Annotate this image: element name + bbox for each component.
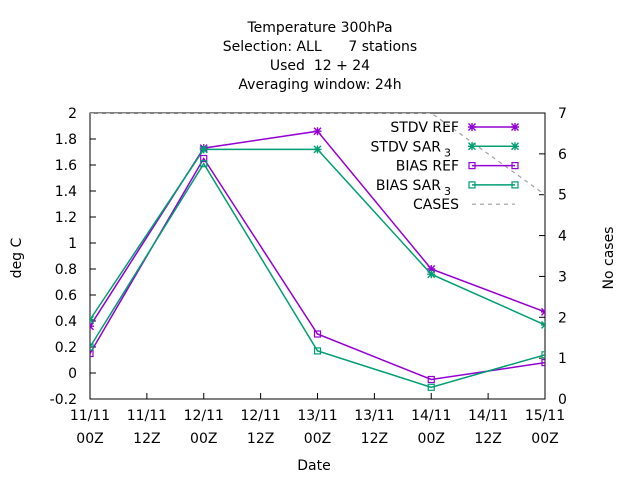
x-tick-label-date: 13/11: [297, 408, 337, 424]
data-point-bias-sar-3: [90, 343, 94, 351]
x-tick-label-hour: 00Z: [76, 431, 103, 447]
x-tick-label-hour: 12Z: [247, 431, 274, 447]
legend-label-bias-sar-3: BIAS SAR 3: [376, 178, 451, 198]
data-point-stdv-ref: [427, 265, 436, 273]
x-tick-label-date: 12/11: [184, 408, 224, 424]
x-tick-label-date: 14/11: [468, 408, 508, 424]
y-tick-label: 1.8: [55, 132, 77, 148]
x-tick-label-hour: 00Z: [304, 431, 331, 447]
y-tick-label: 2: [68, 106, 77, 122]
series-line-cases: [90, 113, 545, 196]
data-point-stdv-sar-3: [313, 145, 322, 154]
y2-tick-label: 1: [558, 351, 567, 367]
y-tick-label: 0.8: [55, 262, 77, 278]
data-point-stdv-ref: [313, 127, 322, 136]
x-tick-label-date: 13/11: [354, 408, 394, 424]
title-line: Averaging window: 24h: [238, 77, 401, 93]
y2-tick-label: 3: [558, 269, 567, 285]
y-tick-label: 1.4: [55, 184, 77, 200]
x-tick-label-date: 14/11: [411, 408, 451, 424]
legend-marker-bias-ref: [511, 162, 519, 170]
y-tick-label: 0.2: [55, 340, 77, 356]
y-tick-label: 1.2: [55, 210, 77, 226]
data-point-stdv-ref: [541, 307, 545, 316]
y2-tick-label: 2: [558, 310, 567, 326]
series-line-bias-sar-3: [90, 162, 545, 389]
x-tick-label-hour: 00Z: [418, 431, 445, 447]
series-line-stdv-ref: [90, 130, 545, 327]
data-point-bias-sar-3: [200, 160, 208, 168]
legend-label-bias-ref: BIAS REF: [396, 159, 459, 175]
y2-tick-label: 0: [558, 392, 567, 408]
legend-marker-bias-sar-3: [511, 181, 519, 189]
x-tick-label-hour: 12Z: [474, 431, 501, 447]
y-tick-label: 1.6: [55, 158, 77, 174]
x-tick-label-date: 15/11: [525, 408, 565, 424]
legend-marker-bias-ref: [468, 162, 476, 170]
x-tick-label-hour: 00Z: [531, 431, 558, 447]
legend-label-stdv-ref: STDV REF: [390, 120, 459, 136]
x-tick-label-date: 11/11: [70, 408, 110, 424]
title-line: Selection: ALL 7 stations: [223, 39, 417, 55]
data-point-stdv-sar-3: [199, 145, 208, 154]
series-line-bias-ref: [90, 157, 545, 381]
y-axis-label: deg C: [9, 237, 25, 278]
chart-title: Temperature 300hPa Selection: ALL 7 stati…: [223, 20, 417, 93]
data-point-bias-ref: [313, 330, 322, 338]
data-point-stdv-sar-3: [541, 320, 545, 329]
data-point-bias-ref: [427, 375, 435, 384]
x-axis-label: Date: [297, 458, 330, 474]
title-line: Used 12 + 24: [270, 58, 370, 74]
y2-tick-label: 5: [558, 188, 567, 204]
y-tick-label: 0.6: [55, 288, 77, 304]
x-axis: 11/11 00Z 11/11 12Z 12/11 00Z 12/11 12Z 13/11 00Z…: [70, 393, 565, 447]
data-point-bias-ref: [200, 154, 208, 163]
legend-marker-stdv-sar-3: [511, 142, 519, 151]
legend-marker-stdv-ref: [511, 123, 519, 131]
title-line: Temperature 300hPa: [246, 20, 392, 36]
legend-marker-stdv-sar-3: [468, 142, 476, 151]
data-point-bias-sar-3: [427, 383, 435, 391]
x-tick-label-hour: 00Z: [190, 431, 217, 447]
data-point-bias-ref: [90, 349, 94, 358]
data-point-stdv-sar-3: [90, 315, 94, 324]
y2-tick-label: 7: [558, 106, 567, 122]
y-tick-label: -0.2: [50, 392, 77, 408]
legend-marker-bias-sar-3: [468, 181, 476, 189]
data-point-stdv-sar-3: [427, 270, 436, 279]
legend-label-stdv-sar-3: STDV SAR 3: [371, 139, 451, 159]
data-point-bias-sar-3: [313, 347, 322, 355]
data-point-bias-ref: [541, 359, 545, 367]
y2-tick-label: 4: [558, 229, 567, 245]
x-tick-label-date: 11/11: [127, 408, 167, 424]
data-point-bias-sar-3: [541, 351, 545, 359]
x-tick-label-hour: 12Z: [361, 431, 388, 447]
y-tick-label: 1: [68, 236, 77, 252]
series-group: [90, 113, 545, 391]
x-tick-label-date: 12/11: [240, 408, 280, 424]
legend-label-cases: CASES: [413, 197, 459, 213]
y2-tick-label: 6: [558, 147, 567, 163]
y2-axis-label: No cases: [601, 227, 617, 290]
x-tick-label-hour: 12Z: [133, 431, 160, 447]
y-axis: -0.2 0 0.2 0.4 0.6 0.8 1 1.2 1.4 1.6 1.8 2: [50, 106, 96, 408]
plot-frame: [89, 112, 546, 400]
y-tick-label: 0: [68, 366, 77, 382]
legend-marker-stdv-ref: [468, 123, 476, 131]
y-tick-label: 0.4: [55, 314, 77, 330]
